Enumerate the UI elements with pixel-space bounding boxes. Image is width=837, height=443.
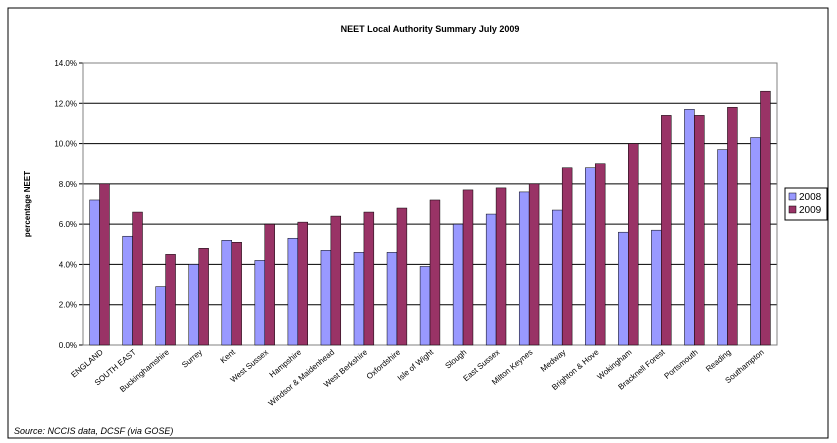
bar — [231, 242, 242, 346]
bar — [330, 215, 342, 346]
legend-swatch — [788, 192, 797, 201]
y-tick-label: 12.0% — [54, 99, 77, 108]
bar — [594, 163, 606, 346]
bar — [495, 187, 507, 346]
bar — [585, 167, 596, 346]
bar — [396, 207, 408, 346]
bar — [561, 167, 573, 346]
bar — [750, 137, 761, 346]
bar — [363, 211, 375, 346]
bar — [661, 115, 672, 346]
bar — [419, 266, 431, 346]
bar — [320, 250, 332, 346]
bar — [132, 211, 143, 346]
bar — [618, 231, 629, 346]
y-tick-label: 0.0% — [59, 341, 77, 350]
y-tick-label: 10.0% — [54, 140, 77, 149]
y-tick-label: 14.0% — [54, 59, 77, 68]
bar — [552, 209, 563, 346]
bar — [89, 199, 100, 346]
bar — [518, 191, 530, 346]
legend-label: 2009 — [799, 205, 822, 216]
bar — [297, 221, 308, 346]
y-tick-label: 2.0% — [59, 301, 77, 310]
bar — [628, 143, 639, 346]
bar — [485, 213, 497, 346]
bar — [122, 235, 133, 346]
y-tick-label: 4.0% — [59, 260, 77, 269]
bar — [165, 254, 176, 346]
bar — [353, 252, 365, 346]
bar — [684, 109, 695, 346]
bar — [727, 107, 738, 346]
bar — [99, 183, 110, 346]
source-note: Source: NCCIS data, DCSF (via GOSE) — [14, 426, 173, 436]
y-axis-label: percentage NEET — [23, 171, 32, 237]
bar — [188, 264, 199, 346]
bar — [221, 240, 232, 346]
bar — [155, 286, 166, 346]
bar — [254, 260, 266, 346]
bar — [287, 237, 299, 346]
bar — [651, 229, 662, 346]
y-tick-label: 8.0% — [59, 180, 77, 189]
bar — [717, 149, 728, 346]
bar — [386, 252, 398, 346]
bar — [528, 183, 540, 346]
bar — [198, 248, 209, 346]
y-tick-label: 6.0% — [59, 220, 77, 229]
bar — [694, 115, 705, 346]
bar — [264, 223, 275, 346]
chart-title: NEET Local Authority Summary July 2009 — [341, 24, 520, 34]
bar — [760, 90, 771, 346]
chart-border — [7, 7, 829, 439]
bar — [462, 189, 474, 346]
bar — [452, 223, 464, 346]
legend-label: 2008 — [799, 192, 822, 203]
legend-swatch — [788, 205, 797, 214]
bar — [429, 199, 441, 346]
